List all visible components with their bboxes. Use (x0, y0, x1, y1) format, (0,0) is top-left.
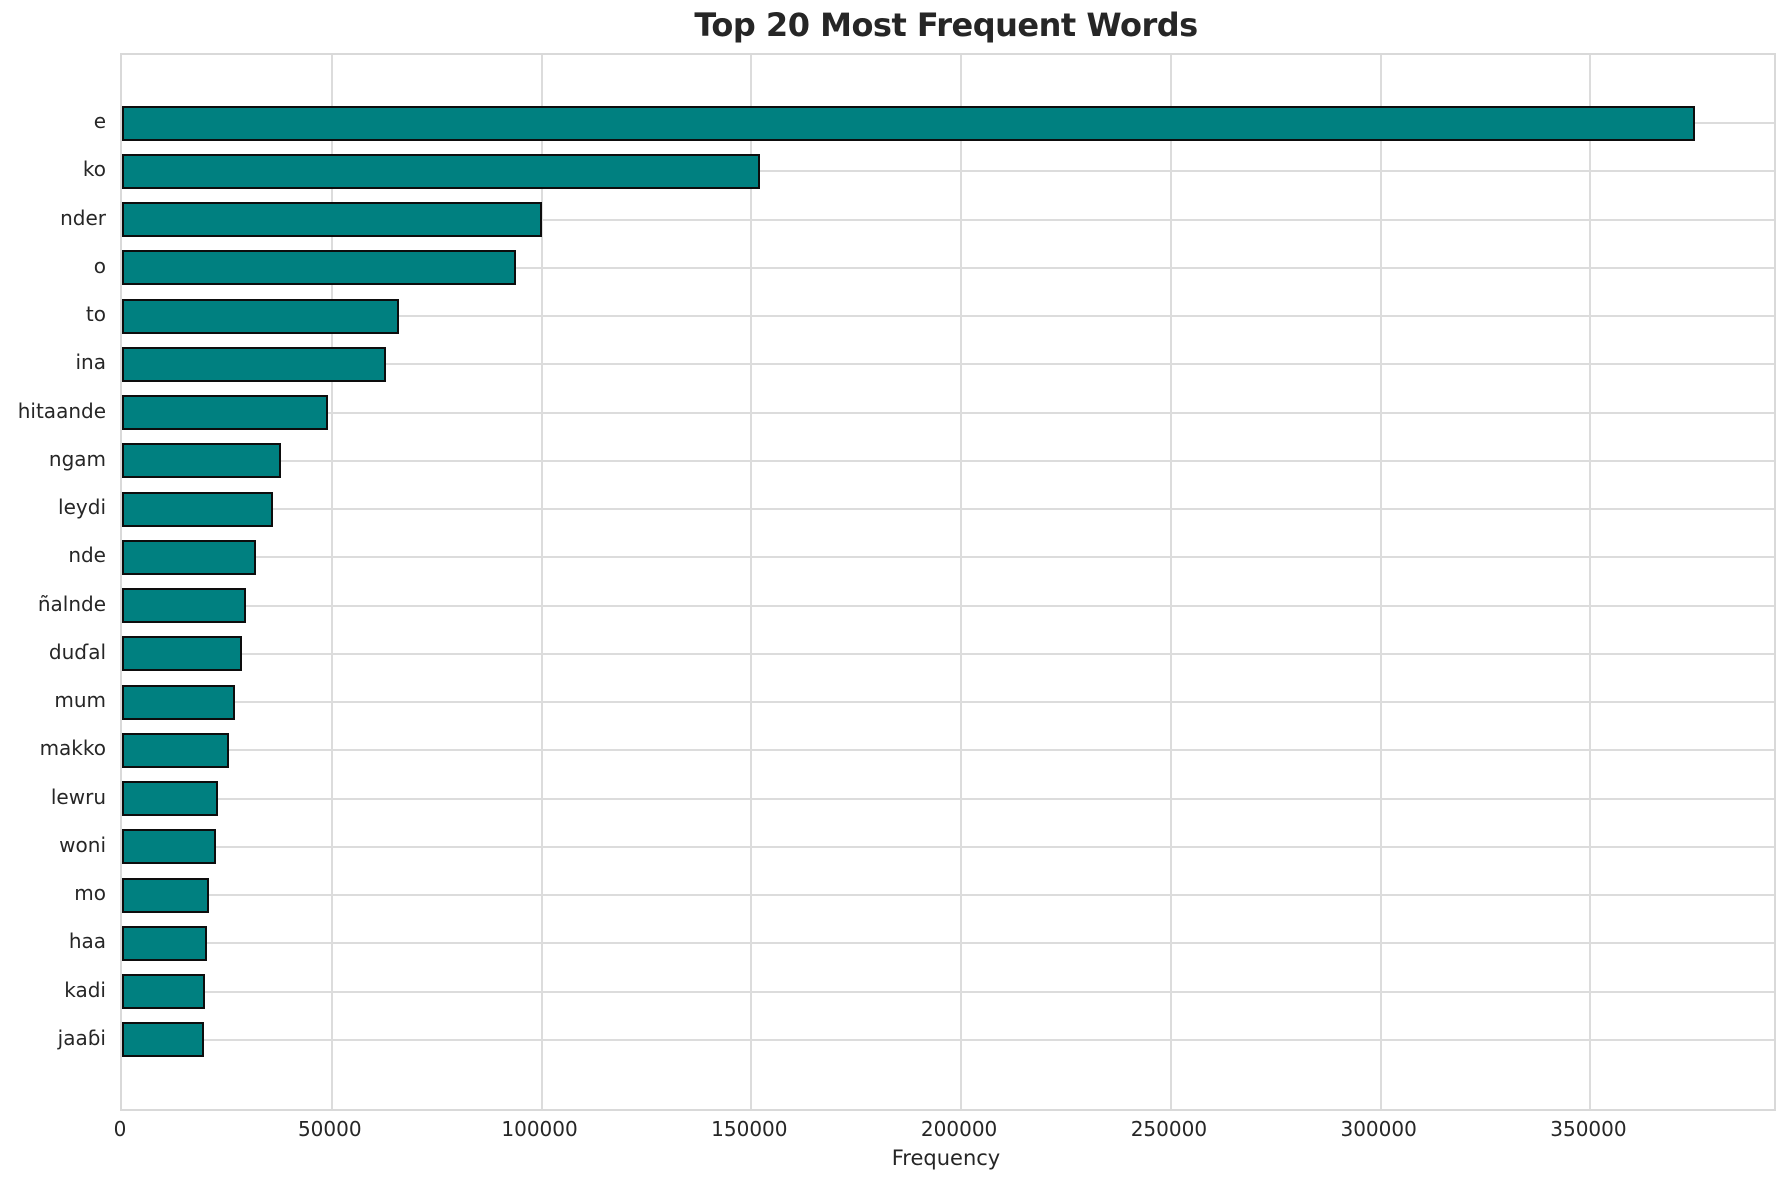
x-tick-label: 150000 (711, 1117, 788, 1141)
h-gridline (122, 845, 1774, 848)
y-tick-label: kadi (64, 977, 106, 1002)
y-tick-label: leydi (58, 495, 106, 520)
v-gridline (1379, 55, 1382, 1109)
h-gridline (122, 459, 1774, 462)
chart-title: Top 20 Most Frequent Words (694, 6, 1198, 44)
x-tick-label: 100000 (501, 1117, 578, 1141)
bar-kadi (122, 974, 206, 1010)
bar-o (122, 250, 517, 286)
bar-mo (122, 877, 209, 913)
bar-makko (122, 732, 229, 768)
bar-e (122, 105, 1696, 141)
h-gridline (122, 797, 1774, 800)
y-tick-label: e (93, 109, 106, 133)
x-tick-label: 50000 (297, 1117, 362, 1141)
y-tick-label: mum (54, 688, 106, 713)
bar-nder (122, 202, 542, 238)
x-axis-title: Frequency (891, 1146, 1001, 1170)
y-tick-label: ngam (48, 446, 106, 471)
bar-ko (122, 153, 760, 189)
h-gridline (122, 942, 1774, 945)
x-tick-label: 350000 (1550, 1117, 1627, 1141)
h-gridline (122, 266, 1774, 269)
h-gridline (122, 652, 1774, 655)
bar-duɗal (122, 636, 242, 672)
v-gridline (960, 55, 963, 1109)
bar-hitaande (122, 395, 328, 431)
y-tick-label: nde (68, 543, 106, 568)
y-tick-label: ina (75, 350, 107, 375)
y-tick-label: jaaɓi (57, 1025, 106, 1050)
x-tick-label: 250000 (1130, 1117, 1208, 1141)
y-tick-label: nder (60, 205, 106, 230)
h-gridline (122, 894, 1774, 897)
v-gridline (1169, 55, 1172, 1109)
bar-mum (122, 684, 236, 720)
bar-haa (122, 925, 208, 961)
y-tick-label: hitaande (17, 398, 106, 423)
bar-ngam (122, 443, 282, 479)
v-gridline (1589, 55, 1592, 1109)
plot-area (120, 53, 1776, 1111)
y-tick-label: lewru (50, 784, 106, 809)
h-gridline (122, 990, 1774, 993)
bar-nde (122, 539, 257, 575)
h-gridline (122, 363, 1774, 366)
bar-leydi (122, 491, 274, 527)
bar-ñalnde (122, 588, 246, 624)
y-tick-label: makko (39, 736, 106, 761)
y-tick-label: o (93, 253, 106, 278)
h-gridline (122, 604, 1774, 607)
bar-to (122, 298, 399, 334)
y-tick-label: woni (59, 832, 106, 857)
bar-lewru (122, 781, 219, 817)
h-gridline (122, 701, 1774, 704)
h-gridline (122, 170, 1774, 173)
h-gridline (122, 749, 1774, 752)
bar-ina (122, 346, 387, 382)
v-gridline (330, 55, 333, 1109)
bar-jaaɓi (122, 1022, 204, 1058)
h-gridline (122, 508, 1774, 511)
y-tick-label: ñalnde (37, 591, 106, 616)
h-gridline (122, 218, 1774, 221)
y-tick-label: duɗal (48, 639, 106, 664)
y-tick-label: haa (68, 929, 106, 954)
y-tick-label: to (85, 302, 106, 327)
h-gridline (122, 315, 1774, 318)
v-gridline (750, 55, 753, 1109)
y-tick-label: ko (82, 157, 106, 182)
h-gridline (122, 411, 1774, 414)
y-tick-label: mo (74, 881, 106, 906)
x-tick-label: 200000 (920, 1117, 998, 1141)
h-gridline (122, 1038, 1774, 1041)
h-gridline (122, 556, 1774, 559)
x-tick-label: 300000 (1340, 1117, 1417, 1141)
x-tick-label: 0 (113, 1117, 127, 1141)
v-gridline (540, 55, 543, 1109)
bar-woni (122, 829, 216, 865)
